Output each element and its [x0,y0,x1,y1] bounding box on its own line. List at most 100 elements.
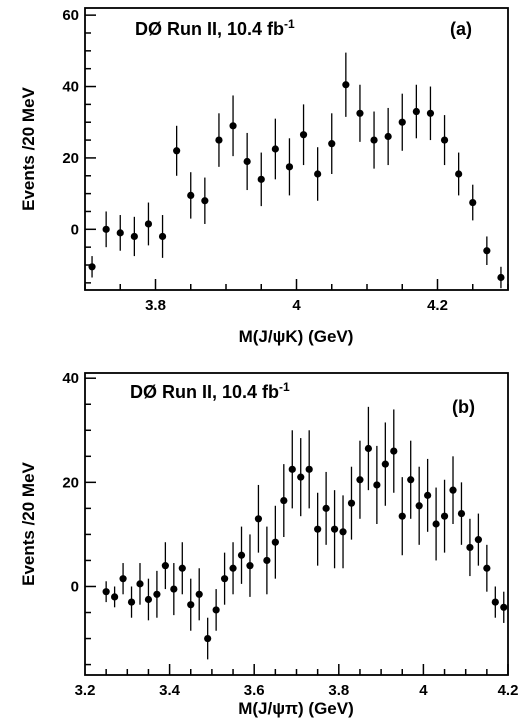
panel-b-data-point [457,509,466,518]
panel-a-data-point [370,136,378,144]
panel-b-data-point [347,499,356,507]
panel-b-data-point [297,473,305,481]
panel-a-data-point [412,107,420,116]
panel-b-data-point [415,502,423,510]
panel-b: DØ Run II, 10.4 fb-1 (b) M(J/ψπ) (GeV) E… [19,370,518,718]
panel-a-data-point [144,220,153,228]
panel-b-data-point [237,551,246,559]
panel-b-data-point [119,575,127,583]
panel-b-data-point [153,590,161,598]
panel-a-data-point [426,109,435,117]
panel-b-data-point [204,634,212,643]
panel-b-ytick-label: 20 [62,474,79,491]
panel-b-data-point [483,564,491,572]
panel-a-data-point [88,263,96,271]
panel-b-title: DØ Run II, 10.4 fb-1 [130,380,290,402]
panel-a-data-point [299,131,308,139]
panel-b-data-point [254,515,263,523]
panel-a-data-point [187,191,195,200]
panel-a-data-point [158,232,167,241]
panel-a-data-point [384,132,392,141]
panel-a-data-point [116,229,124,237]
panel-b-data-point [474,536,482,544]
panel-a-label: (a) [450,19,472,39]
panel-a-data-point [455,170,463,178]
panel-b-data-point [127,598,136,606]
panel-b-data-point [322,504,330,512]
panel-b-data-point [195,590,203,598]
panel-b-xtick-label: 3.8 [328,682,349,699]
panel-b-data-point [136,580,144,588]
panel-a-ytick-label: 0 [71,221,79,238]
panel-b-data-point [364,444,373,453]
panel-b-data-point [220,575,229,583]
panel-a-data-point [328,140,336,148]
panel-b-xlabel: M(J/ψπ) (GeV) [238,699,354,718]
panel-b-data-point [187,601,195,609]
panel-b-data-point [161,562,169,570]
panel-b-data-point [500,603,508,611]
panel-b-data-point [373,481,381,489]
panel-b-data-point [449,486,457,494]
panel-a-data-point [440,136,449,144]
panel-a-data-point [257,175,265,183]
panel-a-data-point [314,170,322,178]
panel-b-ytick-label: 0 [71,578,79,595]
panel-a-xtick-label: 3.8 [145,297,166,314]
panel-b-data-point [356,476,364,484]
panel-b-data-point [440,512,449,520]
panel-b-data-point [424,491,432,499]
panel-a-data-point [497,273,505,282]
panel-a-data-point [102,225,110,233]
panel-a-data-point [271,145,279,153]
panel-a-xtick-label: 4.2 [427,297,448,314]
panel-a-data-point [398,118,406,126]
panel-b-data-point [280,496,288,505]
panel-b-data-point [305,465,313,473]
panel-b-xtick-label: 3.6 [244,682,265,699]
panel-b-data-point [111,593,119,601]
panel-a-data-point [201,197,209,205]
panel-b-data-point [432,520,440,528]
panel-a-ylabel: Events /20 MeV [19,86,38,210]
panel-a-data-point [285,163,294,171]
panel-b-data-point [381,460,389,468]
panel-b-data-point [271,538,279,546]
panel-b-data-point [212,606,220,614]
panel-a-data-point [483,247,491,255]
panel-b-ylabel: Events /20 MeV [19,461,38,585]
panel-b-data-point [178,564,186,572]
panel-a-data-point [342,81,350,89]
panel-a-data-point [173,147,181,155]
panel-b-xtick-label: 4.2 [498,682,519,699]
panel-b-data-point [466,543,474,552]
panel-a-xtick-label: 4 [292,297,301,314]
panel-b-data-point [330,525,339,533]
panel-b-xtick-label: 4 [419,682,428,699]
panel-b-data-point [398,512,406,520]
panel-b-data-point [229,564,237,572]
panel-b-xtick-label: 3.2 [75,682,96,699]
panel-b-data-point [407,476,415,484]
panel-b-data-point [339,528,347,536]
panel-b-label: (b) [452,397,475,417]
panel-a-ytick-label: 40 [62,79,79,96]
panel-a-ytick-label: 60 [62,7,79,24]
panel-a-ytick-label: 20 [62,150,79,167]
panel-b-data-point [390,447,398,455]
panel-a-data-point [229,122,237,130]
panel-b-data-point [246,562,254,570]
panel-b-data-point [491,598,499,606]
panel-b-data-point [263,556,271,565]
panel-b-data-point [102,588,110,596]
panel-b-ytick-label: 40 [62,370,79,387]
panel-b-xtick-label: 3.4 [159,682,181,699]
panel-a-data-point [243,157,251,166]
panel-b-data-point [170,585,178,593]
panel-a-data-point [130,232,138,241]
panel-a-data-point [356,109,364,117]
panel-a: DØ Run II, 10.4 fb-1 (a) M(J/ψK) (GeV) E… [19,7,509,346]
panel-a-xlabel: M(J/ψK) (GeV) [239,327,354,346]
panel-a-data-point [469,198,477,207]
